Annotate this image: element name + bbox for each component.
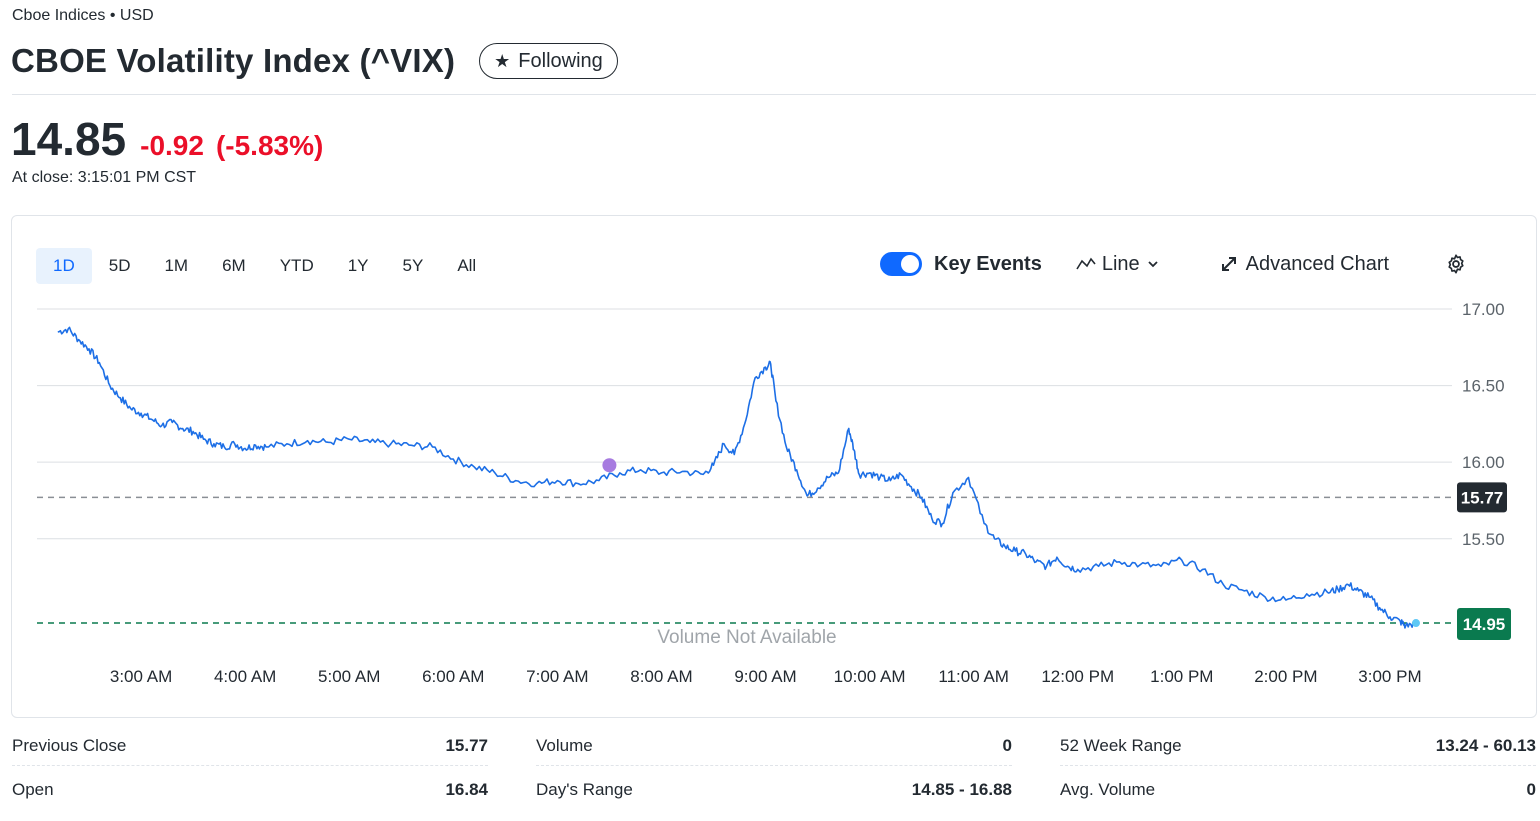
page-title: CBOE Volatility Index (^VIX): [11, 42, 456, 79]
following-button[interactable]: ★ Following: [479, 43, 618, 79]
chart-card: 1D 5D 1M 6M YTD 1Y 5Y All Key Events Lin…: [11, 215, 1537, 718]
y-tick-label: 16.50: [1462, 377, 1505, 396]
stat-row: Avg. Volume 0: [1060, 766, 1536, 814]
last-price-badge: [1457, 608, 1511, 641]
stat-label: Day's Range: [536, 780, 633, 799]
x-tick-label: 10:00 AM: [834, 667, 906, 686]
x-tick-label: 6:00 AM: [422, 667, 484, 686]
price-series-line: [57, 326, 1417, 629]
tab-ytd[interactable]: YTD: [279, 256, 314, 275]
y-tick-label: 15.50: [1462, 530, 1505, 549]
volume-not-available: Volume Not Available: [657, 627, 836, 648]
stat-row: Previous Close 15.77: [12, 736, 488, 766]
x-tick-label: 8:00 AM: [630, 667, 692, 686]
x-tick-label: 3:00 PM: [1358, 667, 1421, 686]
x-tick-label: 2:00 PM: [1254, 667, 1317, 686]
stat-value: 14.85 - 16.88: [911, 780, 1012, 799]
key-events-toggle[interactable]: [880, 252, 922, 276]
chart-type-select[interactable]: Line: [1076, 253, 1160, 276]
stat-row: 52 Week Range 13.24 - 60.13: [1060, 736, 1536, 766]
stat-label: Previous Close: [12, 736, 127, 755]
tab-6m[interactable]: 6M: [222, 256, 246, 275]
previous-close-label: 15.77: [1461, 488, 1504, 507]
star-icon: ★: [494, 50, 511, 71]
chevron-down-icon: [1148, 261, 1158, 268]
stat-label: Avg. Volume: [1060, 780, 1156, 799]
exchange-label: Cboe Indices • USD: [12, 7, 154, 24]
advanced-chart-label: Advanced Chart: [1245, 252, 1390, 275]
stat-value: 15.77: [445, 736, 488, 755]
price-change: -0.92: [140, 130, 204, 161]
tab-all[interactable]: All: [457, 256, 477, 275]
chart-settings-button[interactable]: [1445, 253, 1467, 275]
key-events-label: Key Events: [934, 252, 1042, 275]
tab-1d[interactable]: 1D: [36, 248, 92, 284]
chart-toolbar: Key Events Line Advanced Chart: [880, 252, 1467, 276]
stat-label: 52 Week Range: [1060, 736, 1182, 755]
stat-row: Volume 0: [536, 736, 1012, 766]
last-price-dot: [1411, 619, 1420, 628]
x-tick-label: 11:00 AM: [938, 667, 1009, 686]
stats-column-2: Volume 0 Day's Range 14.85 - 16.88: [536, 736, 1012, 814]
stat-value: 16.84: [445, 780, 488, 799]
chart-type-label: Line: [1101, 252, 1140, 275]
x-tick-label: 5:00 AM: [318, 667, 380, 686]
header-divider: [12, 94, 1536, 95]
price-chart[interactable]: 17.00 16.50 16.00 15.50 3:00 AM 4:00 AM 5:00 A…: [12, 216, 1538, 719]
stat-row: Open 16.84: [12, 766, 488, 814]
stat-value: 0: [1002, 736, 1012, 755]
stat-value: 0: [1526, 780, 1536, 799]
last-price: 14.85: [11, 113, 127, 165]
stats-column-1: Previous Close 15.77 Open 16.84: [12, 736, 488, 814]
x-tick-label: 3:00 AM: [110, 667, 172, 686]
stats-column-3: 52 Week Range 13.24 - 60.13 Avg. Volume …: [1060, 736, 1536, 814]
x-tick-label: 7:00 AM: [526, 667, 588, 686]
range-tabs: 1D 5D 1M 6M YTD 1Y 5Y All: [36, 248, 493, 284]
stat-label: Volume: [536, 736, 593, 755]
y-tick-label: 17.00: [1462, 300, 1505, 319]
x-tick-label: 1:00 PM: [1150, 667, 1213, 686]
x-tick-label: 12:00 PM: [1041, 667, 1114, 686]
expand-icon: [1221, 257, 1236, 271]
gear-icon: [1448, 254, 1464, 274]
last-price-label: 14.95: [1463, 615, 1506, 634]
stat-row: Day's Range 14.85 - 16.88: [536, 766, 1012, 814]
close-time: At close: 3:15:01 PM CST: [12, 169, 197, 186]
previous-close-badge: [1457, 482, 1507, 513]
x-tick-label: 9:00 AM: [734, 667, 796, 686]
title-row: CBOE Volatility Index (^VIX) ★ Following: [11, 42, 618, 80]
stat-label: Open: [12, 780, 54, 799]
key-event-marker[interactable]: [602, 458, 617, 473]
tab-5y[interactable]: 5Y: [402, 256, 424, 275]
toggle-knob: [901, 255, 919, 273]
price-change-percent: (-5.83%): [215, 130, 324, 161]
quote-price-row: 14.85 -0.92 (-5.83%): [11, 112, 323, 166]
y-tick-label: 16.00: [1462, 453, 1505, 472]
following-label: Following: [518, 49, 603, 72]
tab-1y[interactable]: 1Y: [347, 256, 369, 275]
x-tick-label: 4:00 AM: [214, 667, 276, 686]
tab-1m[interactable]: 1M: [164, 256, 189, 275]
tab-5d[interactable]: 5D: [108, 256, 131, 275]
stat-value: 13.24 - 60.13: [1435, 736, 1536, 755]
advanced-chart-button[interactable]: Advanced Chart: [1220, 253, 1389, 276]
line-chart-icon: [1076, 257, 1096, 270]
